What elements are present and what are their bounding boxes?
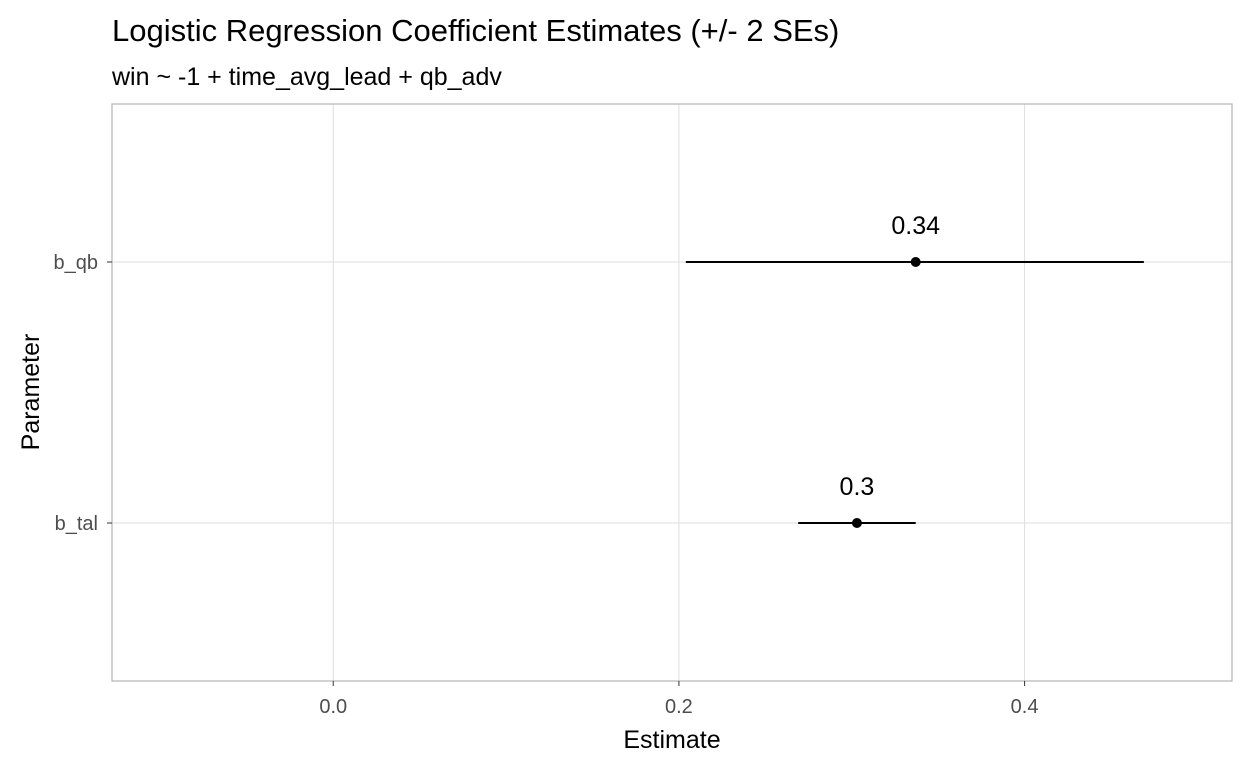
x-tick-label: 0.0 (319, 696, 347, 718)
chart-subtitle: win ~ -1 + time_avg_lead + qb_adv (111, 63, 502, 91)
y-axis-ticks: b_tal b_qb (54, 252, 112, 535)
panel-border (111, 103, 1233, 682)
point-ranges: 0.3 0.34 (685, 212, 1144, 528)
y-tick-label: b_tal (55, 513, 98, 535)
data-label-b_tal: 0.3 (840, 473, 875, 501)
y-tick-label: b_qb (54, 252, 99, 274)
x-axis-title: Estimate (623, 726, 720, 754)
point-b_qb (910, 257, 921, 267)
chart-title: Logistic Regression Coefficient Estimate… (112, 13, 839, 48)
gridlines (112, 104, 1232, 681)
point-b_tal (851, 518, 862, 528)
x-axis-ticks: 0.0 0.2 0.4 (319, 681, 1038, 718)
x-tick-label: 0.4 (1011, 696, 1039, 718)
y-axis-title: Parameter (17, 334, 45, 451)
x-tick-label: 0.2 (665, 696, 693, 718)
data-label-b_qb: 0.34 (891, 212, 940, 240)
